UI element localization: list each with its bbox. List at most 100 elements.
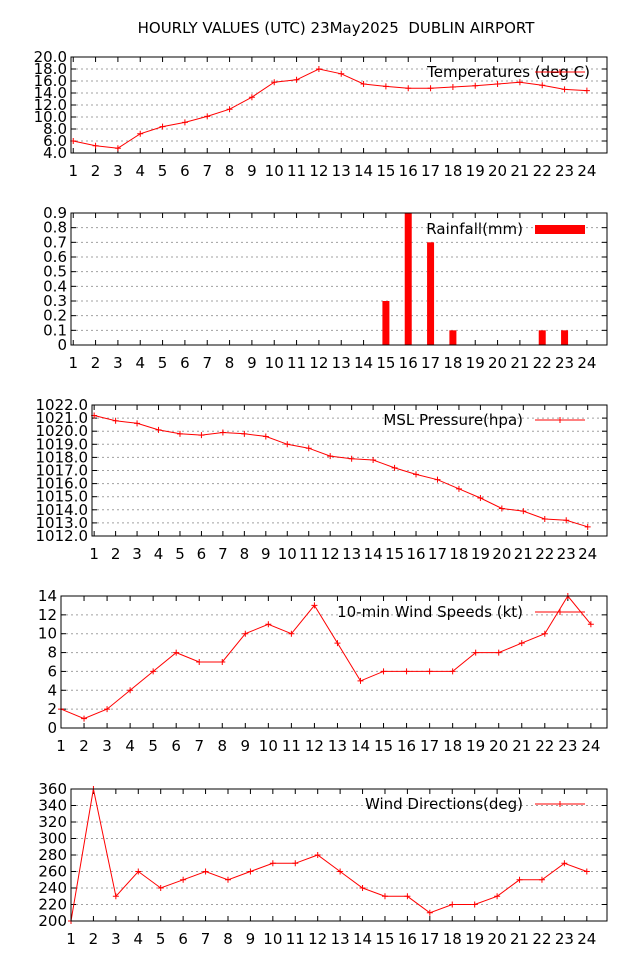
- x-tick-label: 16: [399, 162, 418, 180]
- data-point: [173, 649, 180, 656]
- x-tick-label: 11: [286, 930, 305, 948]
- y-tick-label: 10: [38, 625, 57, 643]
- x-tick-label: 1: [56, 737, 66, 755]
- x-tick-label: 13: [332, 162, 351, 180]
- y-tick-label: 4.0: [43, 144, 67, 162]
- x-tick-label: 23: [555, 162, 574, 180]
- y-tick-label: 0: [47, 719, 57, 737]
- data-point: [219, 659, 226, 665]
- x-tick-label: 6: [171, 737, 181, 755]
- x-tick-label: 19: [466, 162, 485, 180]
- legend-label: MSL Pressure(hpa): [383, 411, 523, 429]
- x-tick-label: 7: [194, 737, 204, 755]
- data-point: [284, 441, 291, 448]
- data-point: [241, 430, 248, 437]
- x-tick-label: 11: [287, 162, 306, 180]
- x-tick-label: 23: [555, 354, 574, 372]
- plot-frame: [70, 56, 608, 154]
- data-point: [563, 517, 570, 524]
- y-tick-label: 4: [47, 681, 57, 699]
- data-point: [381, 893, 388, 900]
- y-tick-label: 14.0: [34, 84, 67, 102]
- y-tick-label: 10.0: [34, 108, 67, 126]
- x-tick-label: 15: [385, 545, 404, 563]
- x-tick-label: 4: [154, 545, 164, 563]
- y-tick-label: 260: [38, 863, 67, 881]
- x-tick-label: 10: [259, 737, 278, 755]
- legend-marker: [557, 609, 563, 615]
- data-point: [288, 630, 295, 637]
- rain-bar: [561, 330, 569, 345]
- x-tick-label: 16: [399, 354, 418, 372]
- data-point: [134, 420, 141, 427]
- y-tick-label: 1016.0: [36, 475, 89, 493]
- data-point: [224, 876, 231, 883]
- x-tick-label: 22: [535, 545, 554, 563]
- data-point: [159, 123, 166, 130]
- x-tick-label: 19: [466, 354, 485, 372]
- y-tick-label: 240: [38, 879, 67, 897]
- x-tick-label: 21: [510, 162, 529, 180]
- x-tick-label: 4: [135, 162, 145, 180]
- data-point: [292, 860, 299, 867]
- data-point: [198, 432, 205, 439]
- rain-bar: [449, 330, 457, 345]
- x-tick-label: 23: [558, 737, 577, 755]
- data-point: [357, 677, 364, 684]
- x-tick-label: 21: [514, 545, 533, 563]
- data-point: [449, 901, 456, 908]
- panel-2: 00.10.20.30.40.50.60.70.80.91 2 3 4 5 6 7 8 9 10 1…: [43, 204, 608, 372]
- x-tick-label: 20: [488, 162, 507, 180]
- rain-bar: [427, 242, 435, 345]
- data-point: [81, 715, 88, 722]
- x-tick-label: 18: [443, 737, 462, 755]
- y-tick-label: 6: [47, 662, 57, 680]
- rain-bar: [538, 330, 546, 345]
- x-tick-label: 1: [89, 545, 99, 563]
- y-tick-label: 6.0: [43, 132, 67, 150]
- legend-marker: [557, 801, 563, 807]
- x-tick-label: 7: [202, 162, 212, 180]
- x-tick-label: 18: [443, 354, 462, 372]
- legend-label: Wind Directions(deg): [365, 795, 523, 813]
- x-tick-label: 3: [111, 930, 121, 948]
- rain-bar: [382, 301, 390, 345]
- x-tick-label: 5: [148, 737, 158, 755]
- x-tick-label: 17: [420, 930, 439, 948]
- x-tick-label: 17: [420, 737, 439, 755]
- x-tick-label: 16: [398, 930, 417, 948]
- plot-frame: [60, 595, 608, 729]
- data-point: [157, 885, 164, 891]
- data-point: [427, 85, 434, 92]
- data-point: [426, 909, 433, 916]
- series-line: [73, 68, 587, 149]
- data-point: [584, 523, 591, 530]
- x-tick-label: 16: [397, 737, 416, 755]
- data-point: [226, 106, 233, 113]
- x-tick-label: 2: [79, 737, 89, 755]
- data-point: [359, 885, 366, 891]
- legend-marker: [557, 417, 563, 423]
- x-tick-label: 4: [125, 737, 135, 755]
- data-point: [337, 868, 344, 875]
- x-tick-label: 14: [354, 162, 373, 180]
- x-tick-label: 4: [134, 930, 144, 948]
- data-point: [181, 119, 188, 126]
- x-tick-label: 18: [443, 162, 462, 180]
- data-point: [180, 876, 187, 883]
- x-tick-label: 4: [135, 354, 145, 372]
- data-point: [269, 860, 276, 867]
- y-tick-label: 1022.0: [36, 396, 89, 414]
- y-tick-label: 8: [47, 644, 57, 662]
- data-point: [219, 429, 226, 436]
- y-tick-label: 1018.0: [36, 448, 89, 466]
- x-tick-label: 9: [246, 930, 256, 948]
- data-point: [403, 668, 410, 675]
- series-line: [60, 595, 592, 720]
- data-point: [314, 852, 321, 858]
- series-line: [93, 415, 588, 528]
- x-tick-label: 10: [265, 354, 284, 372]
- x-tick-label: 9: [247, 354, 257, 372]
- y-tick-label: 1017.0: [36, 462, 89, 480]
